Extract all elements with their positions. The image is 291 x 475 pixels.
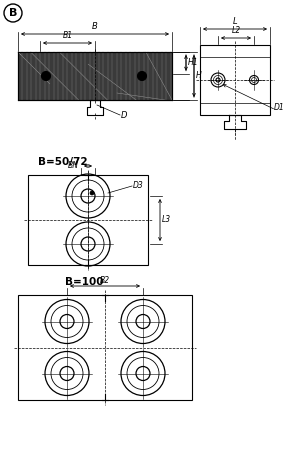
Circle shape: [141, 75, 143, 77]
Text: L: L: [233, 17, 237, 26]
Bar: [18, 295, 192, 400]
Circle shape: [45, 75, 47, 77]
Circle shape: [138, 72, 146, 80]
Text: B2: B2: [100, 276, 110, 285]
Text: B=50/72: B=50/72: [38, 157, 88, 167]
Text: B1: B1: [63, 31, 72, 40]
Text: B: B: [9, 8, 17, 18]
Text: D3: D3: [133, 180, 144, 190]
Text: H: H: [196, 72, 202, 80]
Circle shape: [90, 191, 94, 195]
Text: D1: D1: [274, 103, 285, 112]
Text: H1: H1: [188, 58, 199, 67]
Circle shape: [42, 72, 51, 80]
Text: BN: BN: [68, 161, 79, 170]
Bar: [28, 175, 148, 265]
Bar: [18, 52, 172, 100]
Bar: [200, 45, 270, 115]
Text: D: D: [121, 111, 127, 120]
Text: B: B: [92, 22, 98, 31]
Text: B=100: B=100: [65, 277, 104, 287]
Text: L3: L3: [162, 216, 171, 225]
Text: L2: L2: [231, 26, 241, 35]
